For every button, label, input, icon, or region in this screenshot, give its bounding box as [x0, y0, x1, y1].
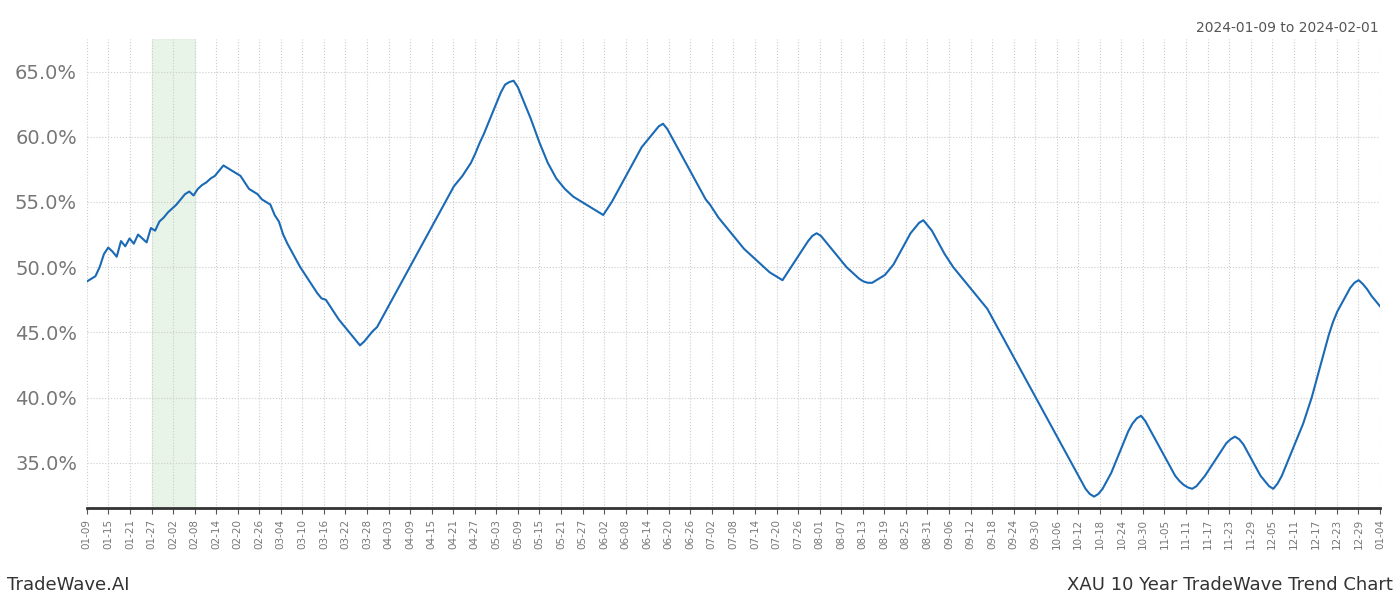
Text: XAU 10 Year TradeWave Trend Chart: XAU 10 Year TradeWave Trend Chart	[1067, 576, 1393, 594]
Text: 2024-01-09 to 2024-02-01: 2024-01-09 to 2024-02-01	[1197, 21, 1379, 35]
Text: TradeWave.AI: TradeWave.AI	[7, 576, 129, 594]
Bar	[151, 39, 195, 508]
